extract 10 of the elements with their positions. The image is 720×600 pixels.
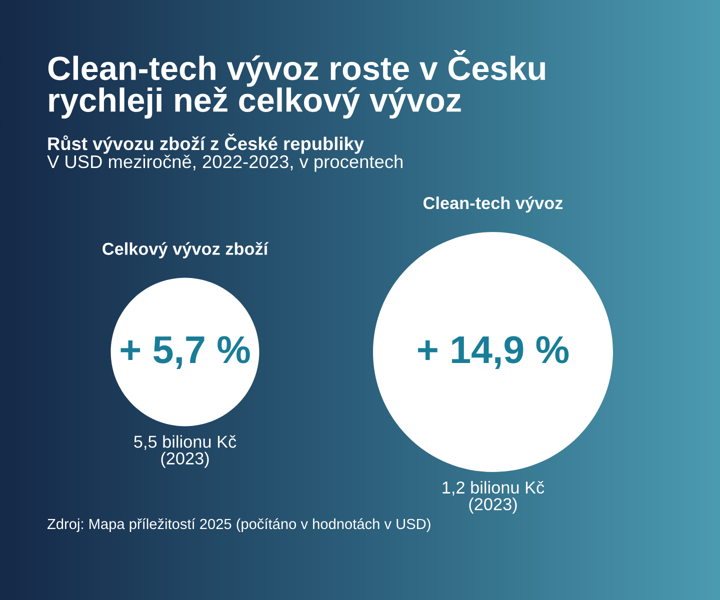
text: 5,5 bilionu Kč (2023) [134,435,236,468]
text: Zdroj: Mapa příležitostí 2025 (počítáno v hodnotách v USD) [47,518,430,532]
data-label: + 5,7 % [120,336,250,369]
category-label: Clean-tech vývoz [424,196,563,213]
text: Clean-tech vývoz roste v Česku rychleji než celkový vývoz [48,50,545,119]
text: V USD meziročně, 2022-2023, v procentech [47,154,402,172]
category-label: Celkový vývoz zboží [102,242,269,258]
data-label: + 14,9 % [418,336,569,369]
text: Růst vývozu zboží z České republiky [48,134,364,154]
text: 1,2 bilionu Kč (2023) [442,480,544,514]
